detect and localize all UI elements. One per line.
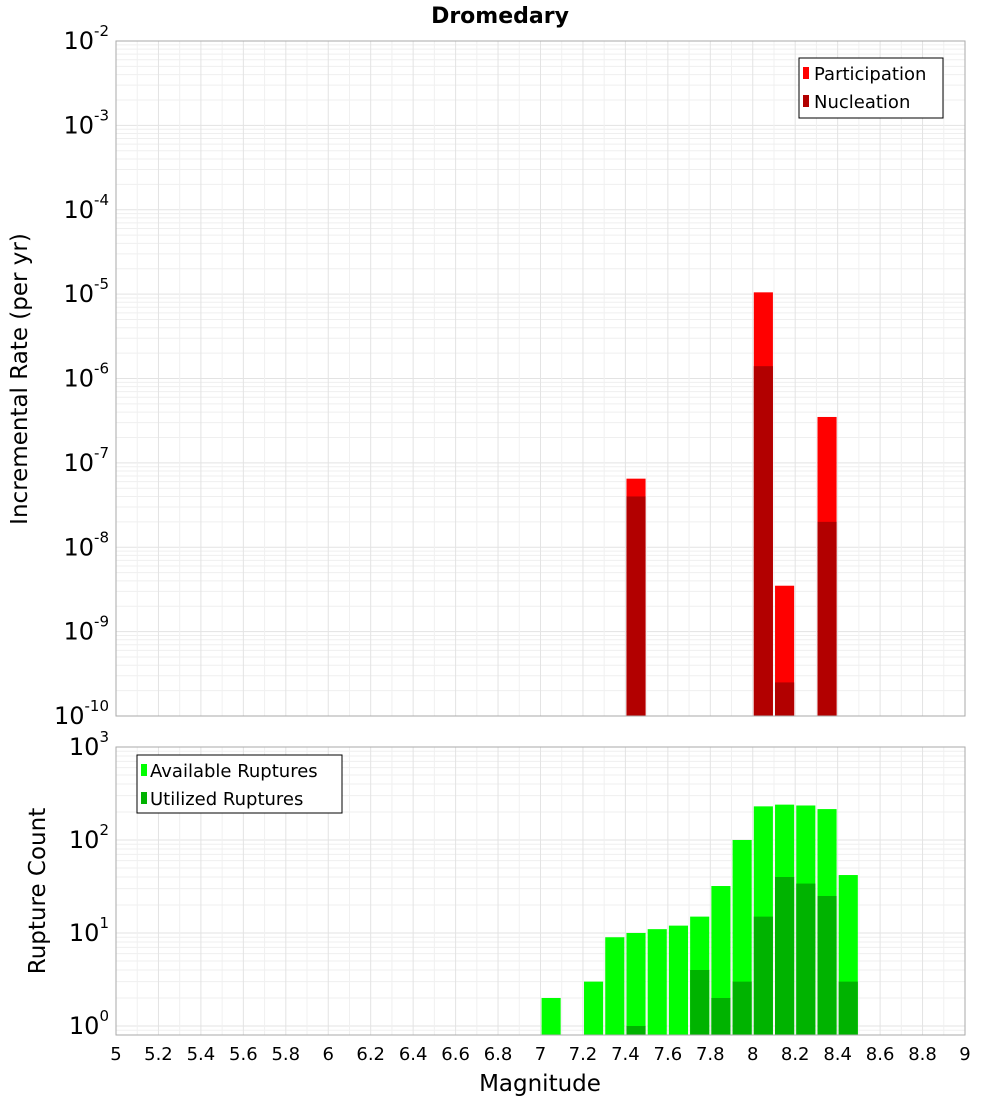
x-tick-labels: 5 5.2 5.4 5.6 5.8 6 6.2 6.4 6.6 6.8 7 7.2 7.4 7.6 7.8 8…: [110, 1044, 970, 1065]
x-tick-label: 7.2: [569, 1044, 598, 1065]
x-tick-label: 8.8: [908, 1044, 937, 1065]
bottom-bar-series-1: [796, 883, 816, 1035]
x-tick-label: 5.6: [229, 1044, 258, 1065]
bottom-bar-series-0: [605, 937, 625, 1035]
top-y-tick-label: 10-4: [63, 191, 109, 224]
top-bar-series-1: [775, 682, 795, 716]
top-y-tick-label: 10-2: [63, 22, 109, 55]
top-legend-box: [798, 57, 944, 119]
x-tick-label: 7: [535, 1044, 546, 1065]
bottom-y-tick-label: 100: [69, 1007, 109, 1040]
legend-label-participation: Participation: [814, 64, 926, 85]
x-tick-label: 6: [323, 1044, 334, 1065]
top-bars: [626, 292, 837, 716]
bottom-y-tick-labels: 100 101 102 103: [69, 728, 109, 1040]
bottom-bar-series-0: [541, 997, 561, 1035]
bottom-legend: Available Ruptures Utilized Ruptures: [136, 754, 343, 814]
bottom-bar-series-0: [647, 929, 667, 1035]
bottom-bars: [541, 804, 858, 1035]
bottom-y-tick-label: 102: [69, 821, 109, 854]
x-tick-label: 6.2: [356, 1044, 385, 1065]
legend-label-nucleation: Nucleation: [814, 92, 910, 113]
top-grid: [115, 41, 966, 717]
bottom-bar-series-1: [732, 981, 752, 1035]
x-axis-label: Magnitude: [479, 1071, 601, 1097]
legend-label-utilized: Utilized Ruptures: [150, 789, 303, 810]
legend-label-available: Available Ruptures: [150, 761, 318, 782]
bottom-bar-series-1: [838, 981, 858, 1035]
bottom-plot-border: [115, 746, 966, 1036]
bottom-bar-series-0: [711, 886, 731, 1035]
top-y-tick-labels: 10-10 10-9 10-8 10-7 10-6 10-5 10-4 10-3 10-2: [54, 22, 109, 730]
legend-swatch-participation: [803, 67, 809, 79]
top-plot-border: [115, 40, 966, 717]
bottom-bar-series-1: [775, 877, 795, 1035]
top-y-tick-label: 10-10: [54, 697, 109, 730]
top-y-tick-label: 10-7: [63, 444, 109, 477]
x-tick-label: 6.4: [399, 1044, 428, 1065]
x-tick-label: 5: [110, 1044, 121, 1065]
bottom-bar-series-1: [711, 997, 731, 1035]
bottom-bar-series-1: [753, 916, 773, 1035]
x-tick-label: 5.4: [187, 1044, 216, 1065]
top-y-tick-label: 10-3: [63, 106, 109, 139]
x-tick-label: 8.2: [781, 1044, 810, 1065]
bottom-bar-series-0: [626, 932, 646, 1035]
bottom-bar-series-1: [626, 1025, 646, 1035]
chart-title: Dromedary: [431, 4, 569, 29]
legend-swatch-utilized: [141, 792, 147, 804]
x-tick-label: 5.2: [144, 1044, 173, 1065]
top-y-tick-label: 10-9: [63, 613, 109, 646]
top-y-tick-label: 10-5: [63, 275, 109, 308]
top-bar-series-1: [626, 496, 646, 716]
top-legend: Participation Nucleation: [798, 57, 944, 119]
bottom-bar-series-1: [817, 895, 837, 1035]
x-tick-label: 6.8: [484, 1044, 513, 1065]
top-y-axis-label: Incremental Rate (per yr): [7, 233, 33, 525]
x-tick-label: 6.6: [441, 1044, 470, 1065]
bottom-bar-series-0: [584, 981, 604, 1035]
x-tick-label: 5.8: [271, 1044, 300, 1065]
top-bar-series-1: [817, 521, 837, 716]
x-tick-label: 7.4: [611, 1044, 640, 1065]
legend-swatch-available: [141, 764, 147, 776]
x-tick-label: 8: [747, 1044, 758, 1065]
x-tick-label: 8.4: [823, 1044, 852, 1065]
bottom-panel: 100 101 102 103 Rupture Count Available Rup…: [25, 728, 966, 1040]
x-tick-label: 7.8: [696, 1044, 725, 1065]
bottom-y-tick-label: 103: [69, 728, 109, 761]
legend-swatch-nucleation: [803, 95, 809, 107]
bottom-y-tick-label: 101: [69, 914, 109, 947]
x-tick-label: 7.6: [654, 1044, 683, 1065]
x-tick-label: 9: [959, 1044, 970, 1065]
top-y-tick-label: 10-8: [63, 528, 109, 561]
x-tick-label: 8.6: [866, 1044, 895, 1065]
bottom-y-axis-label: Rupture Count: [25, 808, 51, 974]
bottom-bar-series-1: [690, 969, 710, 1035]
top-bar-series-1: [753, 366, 773, 716]
bottom-bar-series-0: [668, 925, 689, 1035]
top-y-tick-label: 10-6: [63, 360, 109, 393]
bottom-legend-box: [136, 754, 343, 814]
top-panel: 10-10 10-9 10-8 10-7 10-6 10-5 10-4 10-3 10-2 In…: [7, 22, 966, 730]
